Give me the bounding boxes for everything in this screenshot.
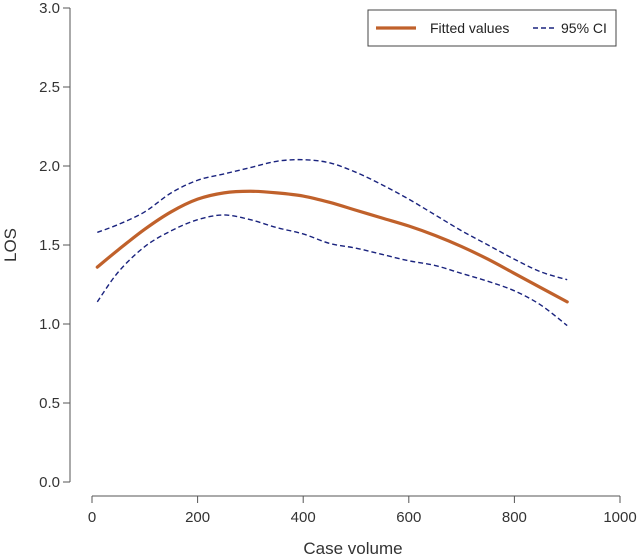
x-tick-label: 200	[185, 509, 210, 526]
x-axis-title: Case volume	[303, 539, 402, 558]
y-tick-label: 3.0	[39, 0, 60, 17]
axes: 0.0 0.5 1.0 1.5 2.0 2.5 3.0 0 200 400 600 800 1000	[39, 0, 637, 526]
fitted-values-line	[95, 189, 569, 304]
x-tick-label: 600	[396, 509, 421, 526]
x-tick-label: 400	[291, 509, 316, 526]
series-layer	[95, 158, 569, 327]
ci-upper-line	[97, 158, 568, 281]
ci-lower-line	[96, 214, 568, 327]
y-tick-label: 2.5	[39, 79, 60, 96]
y-tick-label: 0.0	[39, 474, 60, 491]
legend-label-fitted-values: Fitted values	[430, 20, 509, 36]
y-axis-title: LOS	[1, 228, 20, 262]
y-tick-label: 1.5	[39, 237, 60, 254]
y-tick-label: 2.0	[39, 158, 60, 175]
x-tick-label: 0	[88, 509, 96, 526]
legend-label-95-ci: 95% CI	[561, 20, 607, 36]
legend: Fitted values 95% CI	[367, 9, 617, 47]
y-tick-label: 1.0	[39, 316, 60, 333]
y-tick-label: 0.5	[39, 395, 60, 412]
x-tick-label: 1000	[603, 509, 636, 526]
x-tick-label: 800	[502, 509, 527, 526]
